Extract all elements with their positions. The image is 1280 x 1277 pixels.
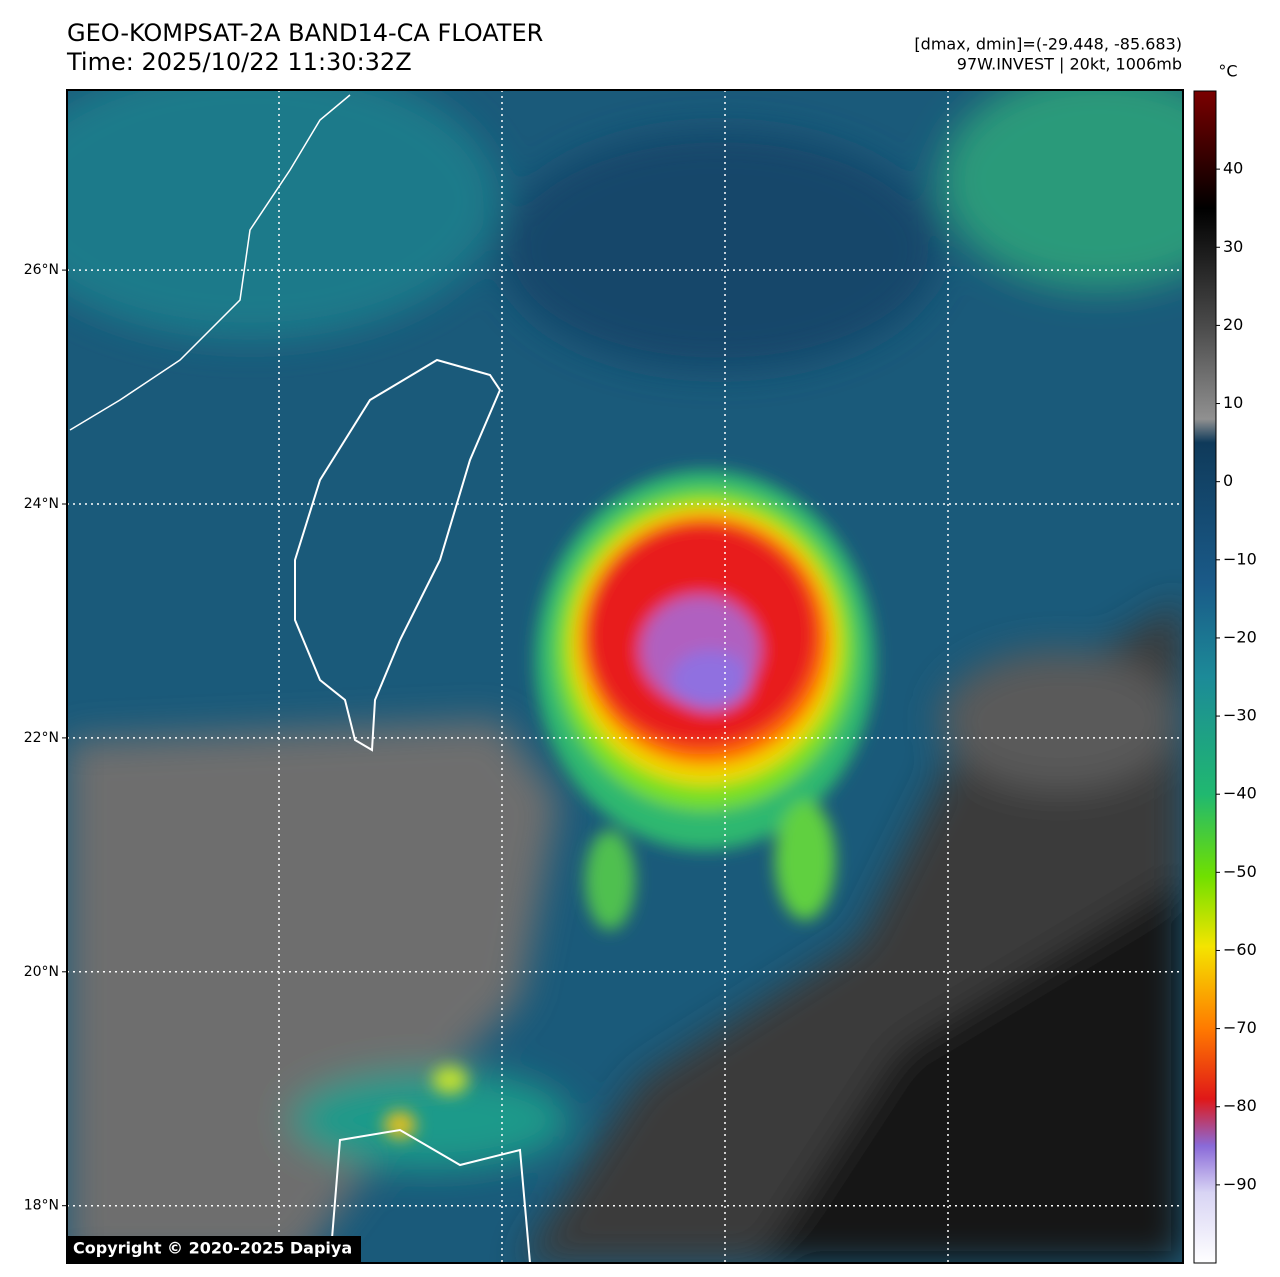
colorbar-tick-label: −70 (1223, 1018, 1257, 1037)
colorbar-tick-label: 0 (1223, 471, 1233, 490)
colorbar-tick-label: −50 (1223, 862, 1257, 881)
y-tick-label: 18°N (24, 1198, 59, 1214)
title: GEO-KOMPSAT-2A BAND14-CA FLOATER (67, 19, 543, 47)
colorbar-tick-label: −10 (1223, 549, 1257, 568)
y-tick-label: 24°N (24, 496, 59, 512)
colorbar-tick-label: −20 (1223, 627, 1257, 646)
colorbar-tick-label: −60 (1223, 940, 1257, 959)
colorbar-tick-label: 10 (1223, 393, 1243, 412)
colorbar-unit: °C (1218, 62, 1237, 81)
colorbar-tick-label: 40 (1223, 159, 1243, 178)
colorbar-tick-label: −40 (1223, 784, 1257, 803)
colorbar-tick-label: 20 (1223, 315, 1243, 334)
storm-info: 97W.INVEST | 20kt, 1006mb (957, 55, 1182, 74)
time: Time: 2025/10/22 11:30:32Z (66, 48, 412, 76)
range-info: [dmax, dmin]=(-29.448, -85.683) (914, 35, 1182, 54)
copyright: Copyright © 2020-2025 Dapiya (73, 1239, 352, 1258)
colorbar-tick-label: −90 (1223, 1174, 1257, 1193)
colorbar-tick-label: 30 (1223, 237, 1243, 256)
copyright-box (68, 1236, 361, 1262)
colorbar-tick-label: −30 (1223, 706, 1257, 725)
colorbar (1193, 90, 1217, 1264)
y-tick-label: 26°N (24, 262, 59, 278)
y-tick-label: 22°N (24, 730, 59, 746)
satellite-image (67, 90, 1183, 1263)
map-frame (66, 89, 1184, 1264)
colorbar-tick-label: −80 (1223, 1096, 1257, 1115)
y-tick-label: 20°N (24, 964, 59, 980)
colorbar-ticks: −90 −80 −70 −60 −50 −40 −30 −20 −10 0 10 20 30 40 (1216, 159, 1257, 1193)
latitude-grid: 18°N 20°N 22°N 24°N 26°N (24, 262, 1183, 1214)
